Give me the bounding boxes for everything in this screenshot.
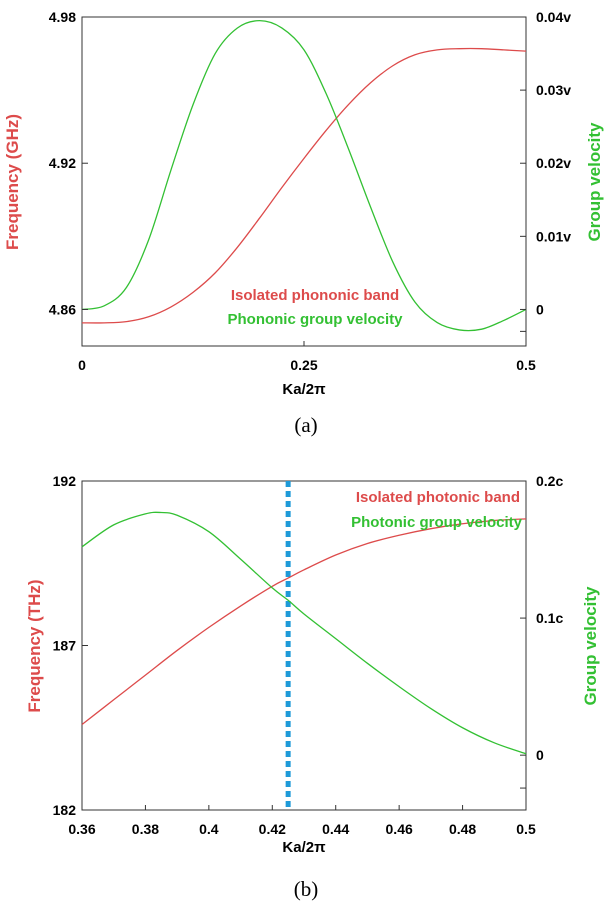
x-axis-label-a: Ka/2π (282, 381, 326, 398)
x-tick-label: 0.5 (516, 357, 536, 373)
y-right-tick-label: 0.02v (536, 155, 571, 171)
legend-entry-velocity-a: Phononic group velocity (227, 311, 403, 328)
x-tick-label: 0.36 (68, 821, 95, 837)
y-right-tick-label: 0.1c (536, 610, 563, 626)
y-right-tick-label: 0 (536, 301, 544, 317)
velocity-series-line (81, 511, 527, 755)
ticks-group-a: 0 0.25 0.5 4.86 4.92 4.98 0 0.01v 0.02v 0.03v 0.04… (49, 9, 571, 373)
x-axis-label-b: Ka/2π (282, 839, 326, 856)
y-left-tick-label: 187 (53, 638, 77, 654)
series-group-b (81, 481, 527, 810)
y-right-tick-label: 0.01v (536, 228, 571, 244)
y-right-tick-label: 0.03v (536, 82, 571, 98)
band-series-line (81, 518, 527, 725)
x-tick-label: 0.46 (386, 821, 413, 837)
panel-b: 0.36 0.38 0.4 0.42 0.44 0.46 0.48 0.5 182 187 192 0… (25, 473, 600, 901)
x-tick-label: 0 (78, 357, 86, 373)
y-left-tick-label: 4.98 (49, 9, 76, 25)
x-tick-label: 0.4 (199, 821, 219, 837)
legend-entry-band-a: Isolated phononic band (231, 287, 399, 304)
ticks-group-b: 0.36 0.38 0.4 0.42 0.44 0.46 0.48 0.5 182 187 192 0… (53, 473, 564, 837)
band-series-line (81, 47, 527, 324)
y-axis-right-label-b: Group velocity (581, 586, 600, 706)
y-right-tick-label: 0 (536, 747, 544, 763)
x-tick-label: 0.5 (516, 821, 536, 837)
x-tick-label: 0.44 (322, 821, 349, 837)
panel-a: 0 0.25 0.5 4.86 4.92 4.98 0 0.01v 0.02v 0.03v 0.04… (3, 9, 604, 437)
y-right-tick-label: 0.04v (536, 9, 571, 25)
y-right-tick-label: 0.2c (536, 473, 563, 489)
y-left-tick-label: 4.86 (49, 301, 76, 317)
y-axis-left-label-b: Frequency (THz) (25, 579, 44, 712)
velocity-series-line (81, 20, 527, 332)
y-left-tick-label: 182 (53, 802, 77, 818)
y-left-tick-label: 192 (53, 473, 77, 489)
x-tick-label: 0.25 (290, 357, 317, 373)
y-axis-right-label-a: Group velocity (585, 122, 604, 242)
x-tick-label: 0.48 (449, 821, 476, 837)
y-left-tick-label: 4.92 (49, 155, 76, 171)
legend-entry-velocity-b: Photonic group velocity (351, 514, 523, 531)
series-group-a (81, 20, 527, 332)
legend-entry-band-b: Isolated photonic band (356, 489, 520, 506)
caption-a: (a) (294, 413, 317, 437)
x-tick-label: 0.38 (132, 821, 159, 837)
caption-b: (b) (294, 877, 319, 901)
y-axis-left-label-a: Frequency (GHz) (3, 114, 22, 250)
x-tick-label: 0.42 (259, 821, 286, 837)
